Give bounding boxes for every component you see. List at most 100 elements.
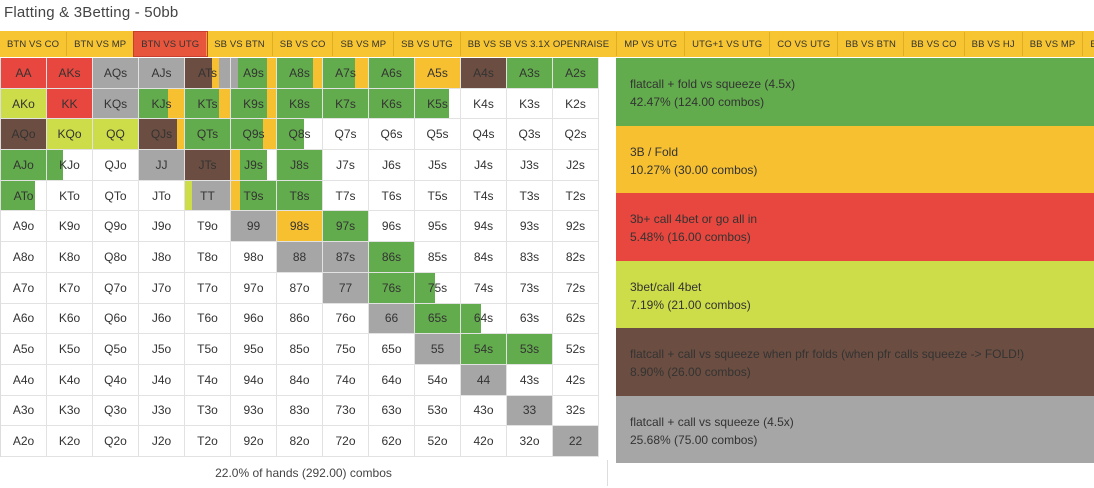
hand-cell-52s[interactable]: 52s (553, 334, 599, 365)
hand-cell-q4s[interactable]: Q4s (461, 119, 507, 151)
hand-cell-qjs[interactable]: QJs (139, 119, 185, 151)
hand-cell-a2o[interactable]: A2o (1, 426, 47, 457)
hand-cell-q7s[interactable]: Q7s (323, 119, 369, 151)
hand-cell-94s[interactable]: 94s (461, 211, 507, 243)
hand-cell-jto[interactable]: JTo (139, 180, 185, 212)
hand-cell-k9s[interactable]: K9s (231, 88, 277, 120)
hand-cell-aa[interactable]: AA (1, 58, 47, 89)
hand-cell-63s[interactable]: 63s (507, 303, 553, 335)
hand-cell-ats[interactable]: ATs (185, 58, 231, 89)
hand-cell-a7s[interactable]: A7s (323, 58, 369, 89)
tab-btn-vs-mp[interactable]: BTN VS MP (67, 32, 135, 56)
hand-cell-a2s[interactable]: A2s (553, 58, 599, 89)
hand-cell-53o[interactable]: 53o (415, 395, 461, 427)
hand-cell-32o[interactable]: 32o (507, 426, 553, 457)
hand-cell-j4o[interactable]: J4o (139, 364, 185, 396)
tab-bb-vs-sb-vs-3-1x-openraise[interactable]: BB VS SB VS 3.1X OPENRAISE (461, 32, 618, 56)
hand-cell-96s[interactable]: 96s (369, 211, 415, 243)
hand-cell-k2o[interactable]: K2o (47, 426, 93, 457)
hand-cell-kqo[interactable]: KQo (47, 119, 93, 151)
hand-cell-q8s[interactable]: Q8s (277, 119, 323, 151)
hand-cell-ajo[interactable]: AJo (1, 150, 47, 181)
hand-cell-64s[interactable]: 64s (461, 303, 507, 335)
hand-cell-k5s[interactable]: K5s (415, 88, 461, 120)
tab-bb-vs-hj[interactable]: BB VS HJ (965, 32, 1023, 56)
hand-cell-86s[interactable]: 86s (369, 242, 415, 273)
hand-cell-74o[interactable]: 74o (323, 364, 369, 396)
hand-cell-kts[interactable]: KTs (185, 88, 231, 120)
hand-cell-98o[interactable]: 98o (231, 242, 277, 273)
hand-cell-75o[interactable]: 75o (323, 334, 369, 365)
hand-cell-aks[interactable]: AKs (47, 58, 93, 89)
hand-cell-76s[interactable]: 76s (369, 272, 415, 304)
hand-cell-43s[interactable]: 43s (507, 364, 553, 396)
hand-cell-t8s[interactable]: T8s (277, 180, 323, 212)
hand-cell-42o[interactable]: 42o (461, 426, 507, 457)
legend-item-2[interactable]: 3b+ call 4bet or go all in 5.48% (16.00 c… (616, 193, 1094, 261)
hand-cell-a7o[interactable]: A7o (1, 272, 47, 304)
hand-cell-a4s[interactable]: A4s (461, 58, 507, 89)
hand-cell-k7o[interactable]: K7o (47, 272, 93, 304)
hand-cell-k8o[interactable]: K8o (47, 242, 93, 273)
tab-co-vs-utg[interactable]: CO VS UTG (770, 32, 839, 56)
hand-cell-k8s[interactable]: K8s (277, 88, 323, 120)
hand-cell-k5o[interactable]: K5o (47, 334, 93, 365)
hand-cell-j4s[interactable]: J4s (461, 150, 507, 181)
hand-cell-k7s[interactable]: K7s (323, 88, 369, 120)
hand-cell-42s[interactable]: 42s (553, 364, 599, 396)
hand-cell-65s[interactable]: 65s (415, 303, 461, 335)
hand-cell-q5o[interactable]: Q5o (93, 334, 139, 365)
hand-cell-97s[interactable]: 97s (323, 211, 369, 243)
hand-cell-a5o[interactable]: A5o (1, 334, 47, 365)
hand-cell-j2o[interactable]: J2o (139, 426, 185, 457)
hand-cell-q3o[interactable]: Q3o (93, 395, 139, 427)
hand-cell-jts[interactable]: JTs (185, 150, 231, 181)
hand-cell-86o[interactable]: 86o (277, 303, 323, 335)
hand-cell-tt[interactable]: TT (185, 180, 231, 212)
legend-item-1[interactable]: 3B / Fold 10.27% (30.00 combos) (616, 125, 1094, 193)
tab-bb-vs-btn[interactable]: BB VS BTN (838, 32, 904, 56)
hand-cell-53s[interactable]: 53s (507, 334, 553, 365)
hand-cell-a9s[interactable]: A9s (231, 58, 277, 89)
hand-cell-k3o[interactable]: K3o (47, 395, 93, 427)
tab-sb-vs-btn[interactable]: SB VS BTN (207, 32, 273, 56)
hand-cell-kqs[interactable]: KQs (93, 88, 139, 120)
hand-cell-76o[interactable]: 76o (323, 303, 369, 335)
hand-cell-a6o[interactable]: A6o (1, 303, 47, 335)
hand-cell-77[interactable]: 77 (323, 272, 369, 304)
hand-cell-74s[interactable]: 74s (461, 272, 507, 304)
hand-cell-j5s[interactable]: J5s (415, 150, 461, 181)
hand-cell-kjs[interactable]: KJs (139, 88, 185, 120)
hand-cell-99[interactable]: 99 (231, 211, 277, 243)
hand-cell-k9o[interactable]: K9o (47, 211, 93, 243)
legend-item-4[interactable]: flatcall + call vs squeeze when pfr fold… (616, 328, 1094, 396)
hand-cell-jj[interactable]: JJ (139, 150, 185, 181)
hand-cell-q9s[interactable]: Q9s (231, 119, 277, 151)
hand-cell-ato[interactable]: ATo (1, 180, 47, 212)
hand-cell-k6o[interactable]: K6o (47, 303, 93, 335)
hand-cell-54s[interactable]: 54s (461, 334, 507, 365)
tab-sb-vs-mp[interactable]: SB VS MP (333, 32, 395, 56)
hand-cell-j2s[interactable]: J2s (553, 150, 599, 181)
hand-cell-73s[interactable]: 73s (507, 272, 553, 304)
hand-cell-85s[interactable]: 85s (415, 242, 461, 273)
tab-btn-vs-co[interactable]: BTN VS CO (0, 32, 68, 56)
hand-cell-t4o[interactable]: T4o (185, 364, 231, 396)
hand-cell-44[interactable]: 44 (461, 364, 507, 396)
hand-cell-62o[interactable]: 62o (369, 426, 415, 457)
hand-cell-72s[interactable]: 72s (553, 272, 599, 304)
legend-item-5[interactable]: flatcall + call vs squeeze (4.5x) 25.68% … (616, 395, 1094, 463)
hand-cell-q6s[interactable]: Q6s (369, 119, 415, 151)
hand-cell-88[interactable]: 88 (277, 242, 323, 273)
hand-cell-65o[interactable]: 65o (369, 334, 415, 365)
hand-cell-qts[interactable]: QTs (185, 119, 231, 151)
hand-cell-t2s[interactable]: T2s (553, 180, 599, 212)
hand-cell-q5s[interactable]: Q5s (415, 119, 461, 151)
hand-cell-k3s[interactable]: K3s (507, 88, 553, 120)
hand-cell-87o[interactable]: 87o (277, 272, 323, 304)
hand-cell-a4o[interactable]: A4o (1, 364, 47, 396)
hand-cell-j9o[interactable]: J9o (139, 211, 185, 243)
hand-cell-66[interactable]: 66 (369, 303, 415, 335)
tab-bb-vs-co[interactable]: BB VS CO (904, 32, 965, 56)
hand-cell-95o[interactable]: 95o (231, 334, 277, 365)
